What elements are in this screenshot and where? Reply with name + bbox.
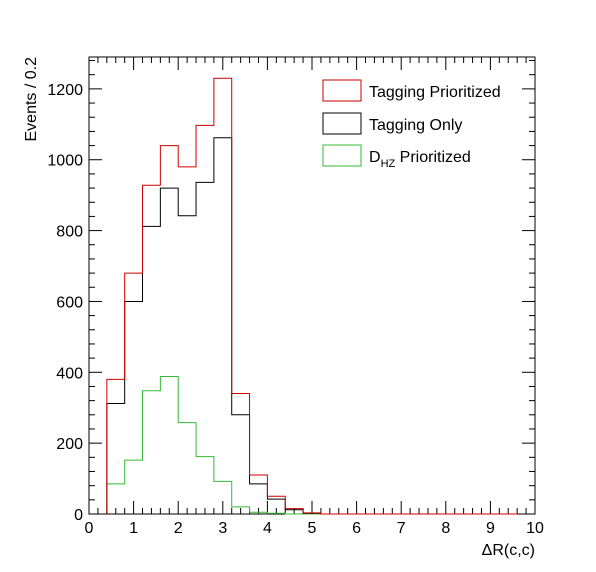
x-tick-label: 7 (397, 520, 406, 537)
legend-label-tagging-prioritized: Tagging Prioritized (369, 84, 501, 101)
x-tick-label: 9 (486, 520, 495, 537)
legend-label-tagging-only: Tagging Only (369, 117, 462, 134)
legend-label-dhz-rest: Prioritized (395, 149, 471, 166)
x-tick-label: 4 (263, 520, 272, 537)
legend-swatch-dhz-prioritized (322, 144, 362, 167)
x-tick-label: 2 (174, 520, 183, 537)
x-tick-labels: 0 1 2 3 4 5 6 7 8 9 10 (85, 520, 544, 537)
y-tick-label: 1000 (47, 153, 83, 170)
legend: Tagging Prioritized Tagging Only DHZ Pri… (322, 79, 501, 170)
y-tick-label: 800 (56, 224, 83, 241)
legend-swatch-tagging-prioritized (322, 79, 362, 102)
series-tagging-prioritized (106, 77, 518, 515)
x-tick-label: 0 (85, 520, 94, 537)
x-axis-title: ΔR(c,c) (482, 542, 535, 559)
y-tick-label: 200 (56, 436, 83, 453)
axis-ticks (88, 57, 536, 515)
series-dhz-prioritized (106, 376, 518, 515)
series-layer (106, 77, 518, 515)
y-tick-label: 0 (74, 507, 83, 524)
y-axis-title: Events / 0.2 (23, 57, 40, 142)
legend-label-dhz-prioritized: DHZ Prioritized (369, 149, 471, 170)
x-tick-label: 10 (526, 520, 544, 537)
legend-swatch-tagging-only (322, 112, 362, 135)
x-tick-label: 5 (308, 520, 317, 537)
legend-label-dhz-main: D (369, 149, 381, 166)
y-tick-label: 400 (56, 365, 83, 382)
x-tick-label: 1 (129, 520, 138, 537)
x-tick-label: 3 (218, 520, 227, 537)
legend-label-dhz-subscript: HZ (381, 158, 396, 170)
x-tick-label: 8 (441, 520, 450, 537)
y-tick-label: 1200 (47, 82, 83, 99)
x-tick-label: 6 (352, 520, 361, 537)
series-tagging-only (106, 137, 518, 515)
plot-frame (88, 56, 536, 515)
y-tick-label: 600 (56, 294, 83, 311)
y-tick-labels: 0 200 400 600 800 1000 1200 (47, 82, 83, 524)
